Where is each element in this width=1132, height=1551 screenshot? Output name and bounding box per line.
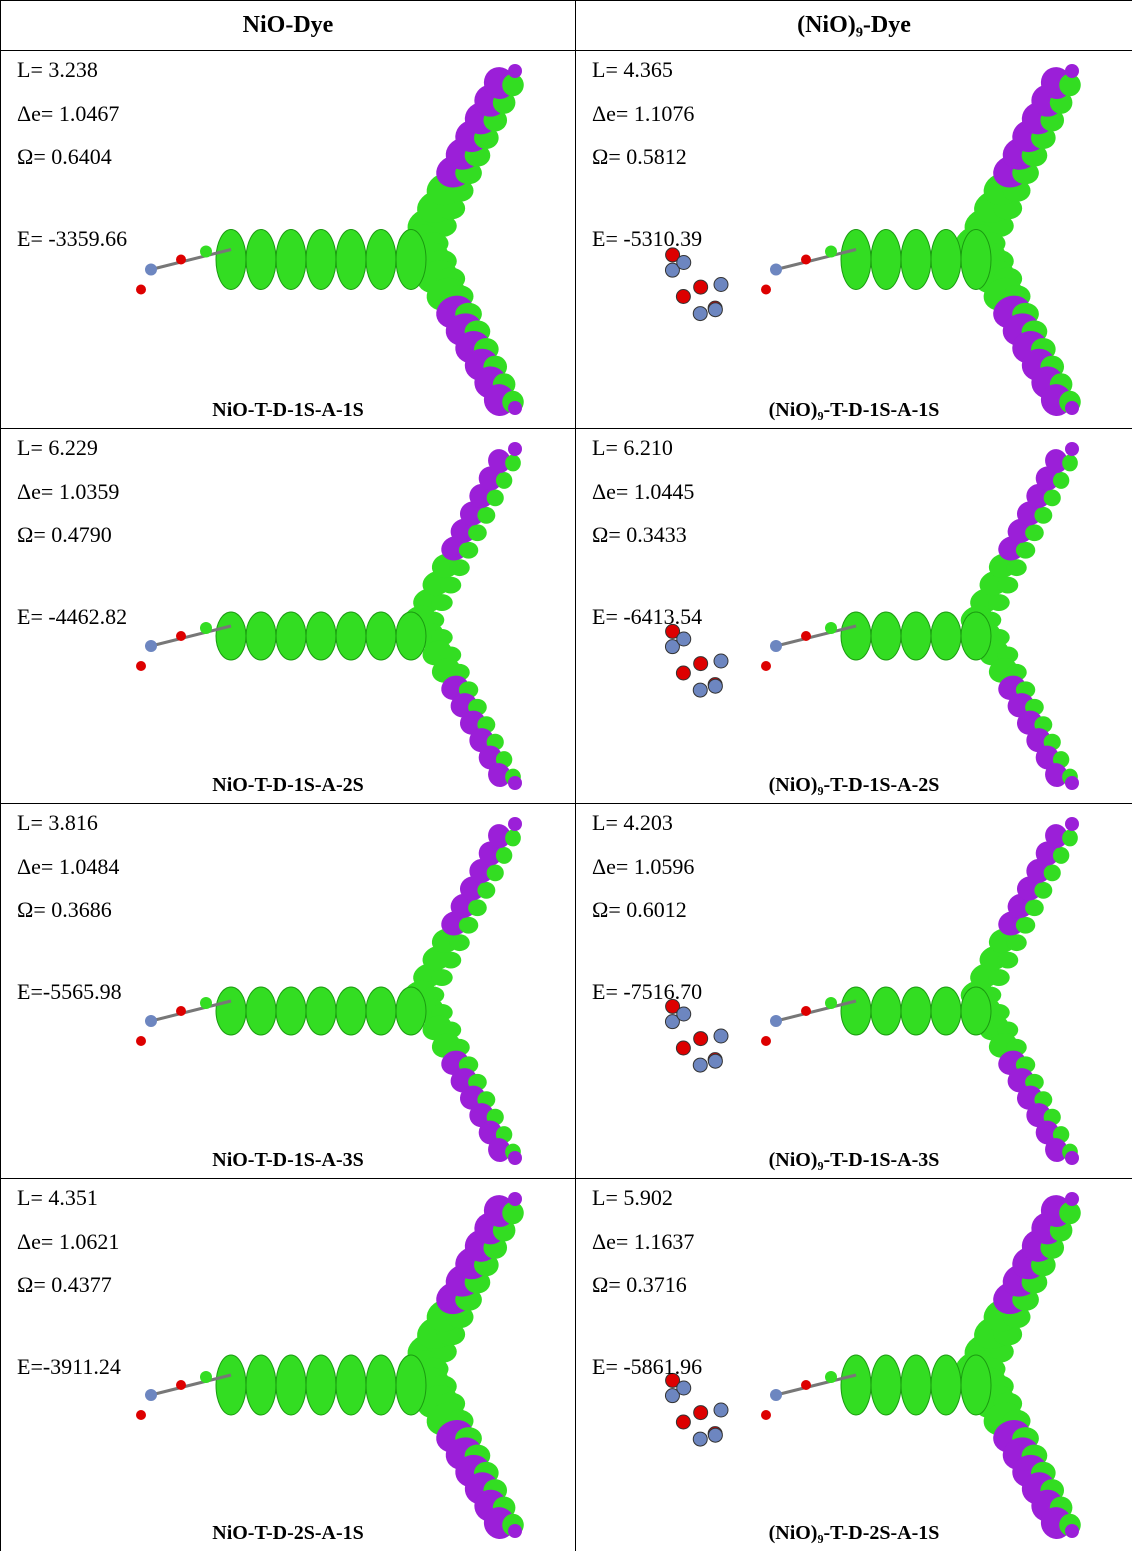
energy-value: E= -6413.54 (592, 604, 702, 630)
structure-label: (NiO)₉-T-D-2S-A-1S (576, 1522, 1132, 1545)
molecule (665, 817, 1079, 1165)
delta-e-value: Δe= 1.0596 (592, 854, 694, 880)
energy-value: E= -7516.70 (592, 979, 702, 1005)
table-cell: L= 6.229 Δe= 1.0359 Ω= 0.4790 E= -4462.82 Ni… (0, 428, 576, 804)
structure-label: NiO-T-D-1S-A-1S (1, 399, 575, 422)
table-cell: L= 5.902 Δe= 1.1637 Ω= 0.3716 E= -5861.96 (N… (575, 1178, 1132, 1551)
energy-value: E= -5861.96 (592, 1354, 702, 1380)
structure-label: NiO-T-D-1S-A-3S (1, 1149, 575, 1172)
omega-value: Ω= 0.3716 (592, 1272, 687, 1298)
delta-e-value: Δe= 1.1637 (592, 1229, 694, 1255)
document: NiO-Dye(NiO)₉-Dye L= 3.238 Δe= 1.0467 Ω= 0.… (0, 0, 1132, 1551)
energy-value: E= -5310.39 (592, 226, 702, 252)
delta-e-value: Δe= 1.0359 (17, 479, 119, 505)
table-cell: L= 4.203 Δe= 1.0596 Ω= 0.6012 E= -7516.70 (N… (575, 803, 1132, 1179)
column-header: NiO-Dye (0, 0, 576, 51)
energy-value: E= -3359.66 (17, 226, 127, 252)
delta-e-value: Δe= 1.0467 (17, 101, 119, 127)
length-value: L= 6.210 (592, 435, 673, 461)
omega-value: Ω= 0.3433 (592, 522, 687, 548)
table-cell: L= 3.816 Δe= 1.0484 Ω= 0.3686 E=-5565.98 NiO… (0, 803, 576, 1179)
structure-label: NiO-T-D-2S-A-1S (1, 1522, 575, 1545)
molecule (136, 63, 524, 421)
omega-value: Ω= 0.5812 (592, 144, 687, 170)
omega-value: Ω= 0.3686 (17, 897, 112, 923)
length-value: L= 3.816 (17, 810, 98, 836)
length-value: L= 4.203 (592, 810, 673, 836)
structure-label: (NiO)₉-T-D-1S-A-2S (576, 774, 1132, 797)
delta-e-value: Δe= 1.0621 (17, 1229, 119, 1255)
molecule (136, 817, 522, 1165)
length-value: L= 4.365 (592, 57, 673, 83)
delta-e-value: Δe= 1.1076 (592, 101, 694, 127)
structure-label: (NiO)₉-T-D-1S-A-3S (576, 1149, 1132, 1172)
omega-value: Ω= 0.6012 (592, 897, 687, 923)
length-value: L= 4.351 (17, 1185, 98, 1211)
table-cell: L= 3.238 Δe= 1.0467 Ω= 0.6404 E= -3359.66 Ni… (0, 50, 576, 429)
structure-label: NiO-T-D-1S-A-2S (1, 774, 575, 797)
molecule (665, 1191, 1080, 1544)
omega-value: Ω= 0.4377 (17, 1272, 112, 1298)
length-value: L= 5.902 (592, 1185, 673, 1211)
energy-value: E=-5565.98 (17, 979, 122, 1005)
structure-label: (NiO)₉-T-D-1S-A-1S (576, 399, 1132, 422)
length-value: L= 3.238 (17, 57, 98, 83)
omega-value: Ω= 0.4790 (17, 522, 112, 548)
energy-value: E= -4462.82 (17, 604, 127, 630)
molecule (665, 442, 1079, 790)
molecule (665, 63, 1080, 421)
molecule (136, 1191, 524, 1544)
table-cell: L= 4.351 Δe= 1.0621 Ω= 0.4377 E=-3911.24 NiO… (0, 1178, 576, 1551)
omega-value: Ω= 0.6404 (17, 144, 112, 170)
delta-e-value: Δe= 1.0445 (592, 479, 694, 505)
molecule (136, 442, 522, 790)
column-header: (NiO)₉-Dye (575, 0, 1132, 51)
delta-e-value: Δe= 1.0484 (17, 854, 119, 880)
table-cell: L= 6.210 Δe= 1.0445 Ω= 0.3433 E= -6413.54 (N… (575, 428, 1132, 804)
length-value: L= 6.229 (17, 435, 98, 461)
table-cell: L= 4.365 Δe= 1.1076 Ω= 0.5812 E= -5310.39 (N… (575, 50, 1132, 429)
energy-value: E=-3911.24 (17, 1354, 121, 1380)
